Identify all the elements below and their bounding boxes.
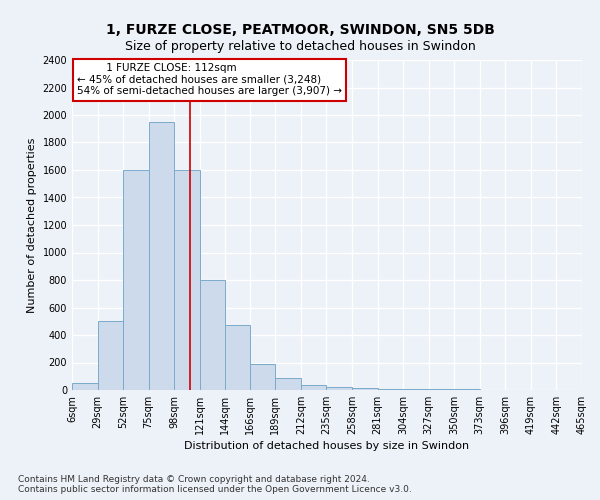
Bar	[226, 326, 250, 390]
Bar	[98, 322, 123, 390]
Bar	[200, 280, 226, 390]
Bar	[377, 389, 403, 390]
Bar	[352, 388, 377, 390]
Text: 1, FURZE CLOSE, PEATMOOR, SWINDON, SN5 5DB: 1, FURZE CLOSE, PEATMOOR, SWINDON, SN5 5…	[106, 22, 494, 36]
Text: Contains public sector information licensed under the Open Government Licence v3: Contains public sector information licen…	[18, 486, 412, 494]
Bar	[403, 389, 428, 390]
Bar	[149, 122, 174, 390]
Bar	[250, 364, 275, 390]
Text: Contains HM Land Registry data © Crown copyright and database right 2024.: Contains HM Land Registry data © Crown c…	[18, 476, 370, 484]
Text: 1 FURZE CLOSE: 112sqm
← 45% of detached houses are smaller (3,248)
54% of semi-d: 1 FURZE CLOSE: 112sqm ← 45% of detached …	[77, 64, 342, 96]
Bar	[72, 383, 98, 390]
Bar	[123, 170, 149, 390]
Bar	[275, 378, 301, 390]
Text: Size of property relative to detached houses in Swindon: Size of property relative to detached ho…	[125, 40, 475, 53]
X-axis label: Distribution of detached houses by size in Swindon: Distribution of detached houses by size …	[184, 441, 470, 451]
Bar	[174, 170, 200, 390]
Y-axis label: Number of detached properties: Number of detached properties	[27, 138, 37, 312]
Bar	[326, 386, 352, 390]
Bar	[301, 385, 326, 390]
